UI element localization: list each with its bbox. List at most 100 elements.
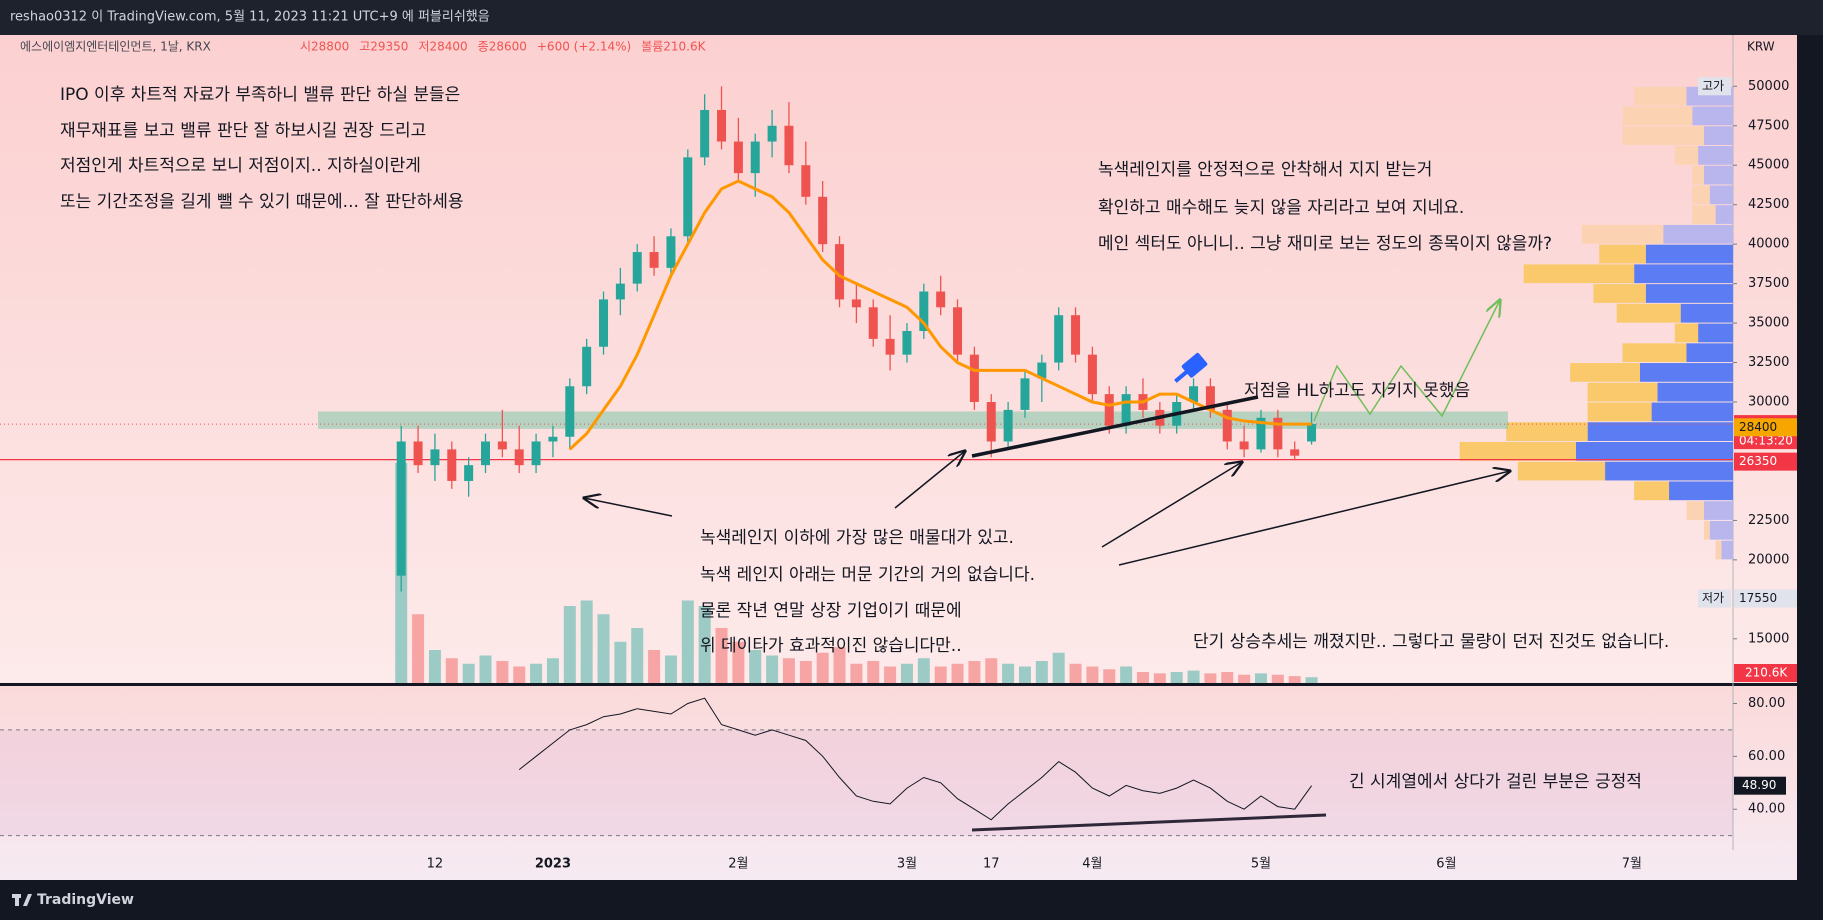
candle-body <box>733 141 743 174</box>
volume-bar <box>867 661 880 683</box>
candle-body <box>396 441 406 576</box>
volume-bar <box>1288 676 1301 683</box>
candle-body <box>1121 394 1131 426</box>
profile-up <box>1721 540 1733 560</box>
x-tick-label: 2023 <box>535 857 571 872</box>
profile-up <box>1698 323 1733 343</box>
volume-bar <box>1136 672 1149 683</box>
candle-body <box>750 141 760 174</box>
drawing <box>1101 462 1242 548</box>
volume-bar <box>1002 663 1015 683</box>
volume-bar <box>1153 673 1166 683</box>
volume-bar <box>648 650 661 683</box>
annotation: 저점을 HL하고도 지키지 못했음 <box>1244 381 1470 401</box>
y-tick-label: 22500 <box>1748 513 1789 528</box>
volume-bar <box>934 666 947 683</box>
hl-badge-bg <box>1734 418 1797 437</box>
symbol: 에스에이엠지엔터테인먼트, 1날, KRX <box>20 40 211 54</box>
volume-bar <box>1018 666 1031 683</box>
candle-body <box>649 252 659 268</box>
candle-body <box>514 449 524 466</box>
profile-down <box>1622 126 1704 145</box>
profile-down <box>1692 165 1704 185</box>
annotation: 저점인게 차트적으로 보니 저점이지.. 지하실이란게 <box>60 156 421 176</box>
annotation: 물론 작년 연말 상장 기업이기 때문에 <box>700 601 962 621</box>
marker-flag-handle <box>1174 369 1189 383</box>
candle-body <box>1104 394 1114 426</box>
candle-body <box>717 109 727 142</box>
profile-down <box>1587 382 1658 402</box>
annotation: 확인하고 매수해도 늦지 않을 자리라고 보여 지네요. <box>1098 198 1464 218</box>
volume-bar <box>732 641 745 683</box>
y-tick-label: 42500 <box>1748 197 1789 212</box>
profile-up <box>1709 185 1733 205</box>
profile-up <box>1605 461 1733 481</box>
volume-bar <box>681 600 694 683</box>
projection <box>1313 300 1500 422</box>
annotation: 단기 상승추세는 깨졌지만.. 그렇다고 물량이 던저 진것도 없습니다. <box>1193 632 1669 652</box>
profile-down <box>1506 422 1588 441</box>
drawing <box>971 395 1259 458</box>
low-badge-bg <box>1734 589 1797 608</box>
rsi-band <box>0 729 1733 836</box>
profile-down <box>1459 441 1576 461</box>
candle-body <box>851 299 861 308</box>
candle-body <box>986 402 996 442</box>
candle-body <box>700 109 710 158</box>
candle-body <box>497 441 507 450</box>
profile-up <box>1645 244 1733 264</box>
volume-bar <box>597 614 610 683</box>
profile-down <box>1581 224 1664 244</box>
volume-bar <box>1103 669 1116 683</box>
profile-up <box>1686 343 1733 363</box>
x-tick-label: 7월 <box>1622 857 1642 872</box>
candle-body <box>1256 417 1266 450</box>
profile-down <box>1593 284 1646 303</box>
profile-up <box>1663 224 1733 244</box>
volume-bar <box>900 663 913 683</box>
legend-item: 종28600 <box>478 40 527 54</box>
annotation: 위 데이타가 효과적이진 않습니다만.. <box>700 636 962 656</box>
bottom-bar <box>0 880 1823 920</box>
profile-up <box>1575 441 1733 461</box>
candle-body <box>919 291 929 331</box>
x-tick-label: 3월 <box>897 857 917 872</box>
tv-logo <box>12 894 32 906</box>
candle-body <box>531 441 541 466</box>
volume-bar <box>1120 666 1133 683</box>
candle-body <box>447 449 457 481</box>
rsi-badge-bg <box>1734 776 1786 795</box>
y-tick-label: 32500 <box>1748 355 1789 370</box>
candle-body <box>1003 409 1013 442</box>
annotation: 긴 시계열에서 상다가 걸린 부분은 긍정적 <box>1349 772 1642 792</box>
drawing <box>894 451 965 509</box>
countdown-bg <box>1734 433 1797 450</box>
candle-body <box>683 157 693 237</box>
drawing <box>1118 471 1510 566</box>
volume-bar <box>412 614 425 683</box>
volume-bar <box>580 600 593 683</box>
profile-up <box>1645 284 1733 303</box>
volume-bar <box>1254 673 1267 683</box>
red-level-badge-bg <box>1734 452 1797 471</box>
x-tick-label: 6월 <box>1436 857 1456 872</box>
volume-bar <box>513 666 526 683</box>
volume-bar <box>664 655 677 683</box>
rsi-tick-label: 40.00 <box>1748 802 1785 817</box>
candle-body <box>902 330 912 355</box>
profile-up <box>1692 106 1733 126</box>
legend-item: 저28400 <box>418 40 467 54</box>
volume-bar <box>799 661 812 683</box>
volume-bar <box>1221 672 1234 683</box>
moving-average <box>568 179 1312 451</box>
profile-down <box>1674 323 1699 343</box>
candle-body <box>818 196 828 245</box>
volume-bar <box>766 655 779 683</box>
legend-item: 볼륨210.6K <box>641 40 706 54</box>
candle-body <box>1307 424 1317 442</box>
y-tick-label: 20000 <box>1748 552 1789 567</box>
profile-down <box>1674 145 1699 165</box>
volume-bar <box>530 663 543 683</box>
profile-down <box>1517 461 1606 481</box>
low-label: 저가 <box>1702 591 1724 605</box>
